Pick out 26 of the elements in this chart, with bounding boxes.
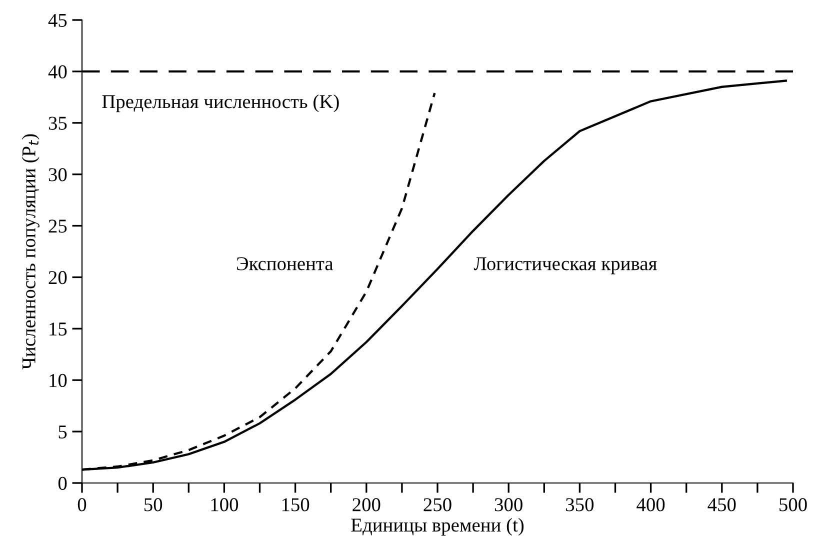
y-tick-label: 15 xyxy=(50,322,67,336)
ref-line-label: Предельная численность (K) xyxy=(102,94,339,112)
y-axis-title: Численность популяции (P$_{t}$) xyxy=(22,134,40,370)
x-tick-label: 100 xyxy=(211,498,238,512)
x-axis-title: Единицы времени (t) xyxy=(351,518,524,536)
y-tick-label: 35 xyxy=(48,116,67,130)
series-label: Логистическая кривая xyxy=(474,257,657,274)
x-tick-label: 450 xyxy=(708,498,736,512)
y-tick-label: 30 xyxy=(48,168,67,182)
y-tick-label: 0 xyxy=(58,476,67,490)
x-tick-label: 500 xyxy=(780,498,807,512)
y-tick-label: 20 xyxy=(48,271,67,284)
y-tick-label: 40 xyxy=(48,65,67,78)
text: Экспонента xyxy=(237,257,334,270)
x-tick-label: 0 xyxy=(78,498,86,512)
x-tick-label: 200 xyxy=(352,498,380,512)
x-tick-label: 50 xyxy=(144,498,162,512)
x-tick-label: 150 xyxy=(282,498,310,512)
x-tick-label: 300 xyxy=(494,498,522,512)
x-tick-label: 350 xyxy=(566,498,594,512)
y-tick-label: 25 xyxy=(48,220,67,233)
x-tick-label: 250 xyxy=(424,498,452,512)
y-tick-label: 10 xyxy=(50,374,67,388)
y-tick-label: 45 xyxy=(48,14,67,27)
x-tick-label: 400 xyxy=(636,498,665,512)
y-tick-label: 5 xyxy=(58,426,67,438)
